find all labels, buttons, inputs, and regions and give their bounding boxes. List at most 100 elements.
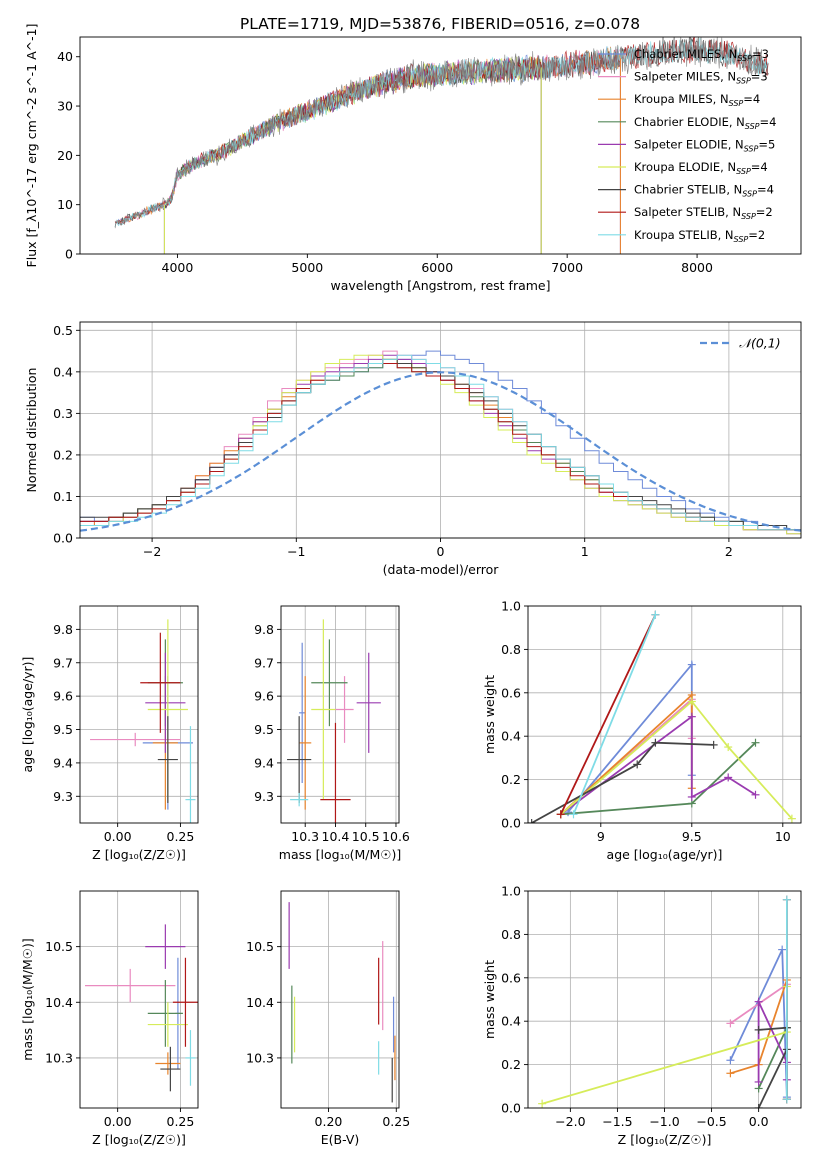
age_vs_mass-point-chabrier-elodie: [311, 639, 348, 727]
spectrum-model-kroupa-stelib: [114, 37, 769, 228]
age_vs_mass-xtick-label: 10.6: [382, 829, 410, 844]
massweight_vs_age-plot-area: [528, 610, 796, 823]
age_vs_mass-point-kroupa-miles: [299, 676, 312, 810]
age_vs_mass-ytick-label: 9.3: [254, 789, 274, 804]
residuals-ytick-label: 0.5: [53, 323, 73, 338]
massweight_vs_Z-xtick-label: −1.0: [649, 1114, 679, 1129]
massweight_vs_age-ytick-label: 0.0: [501, 816, 521, 831]
age_vs_Z-ytick-label: 9.8: [53, 622, 73, 637]
massweight_vs_age-xlabel: age [log₁₀(age/yr)]: [607, 847, 723, 862]
age_vs_mass-point-salpeter-miles: [335, 676, 354, 743]
age_vs_Z-point-salpeter-elodie: [145, 652, 186, 753]
spectrum-model-chabrier-elodie: [164, 58, 542, 209]
residual-hist-kroupa-stelib: [80, 354, 801, 531]
residuals-axes: −2 −1 0 1 2 0.0 0.1 0.2 0.3 0.4 0.5 (data-model)/er…: [24, 321, 802, 577]
spectrum-model-chabrier-stelib: [114, 37, 769, 228]
spectrum-ytick-label: 20: [57, 148, 73, 163]
legend-entry-normal: 𝒩(0,1): [739, 336, 781, 351]
residuals-ytick-label: 0.2: [53, 447, 73, 462]
massweight_vs_Z-marker-chabrier-miles: [778, 945, 787, 954]
mass_vs_Z-plot-area: [85, 924, 198, 1092]
massweight_vs_age-marker-chabrier-miles: [687, 660, 696, 669]
massweight_vs_age-xtick-label: 10: [775, 829, 791, 844]
massweight_vs_age-marker-salpeter-elodie: [687, 792, 696, 801]
residuals-ytick-label: 0.4: [53, 364, 73, 379]
mass_vs_Z-point-chabrier-elodie: [147, 980, 183, 1047]
mass_vs_ebv-xlabel: E(B-V): [321, 1132, 360, 1147]
mass_vs_ebv-ytick-label: 10.3: [246, 1050, 274, 1065]
residuals-xlabel: (data-model)/error: [383, 562, 500, 577]
massweight_vs_Z-xtick-label: −1.5: [602, 1114, 632, 1129]
massweight_vs_age-xtick-label: 9: [597, 829, 605, 844]
mass_vs_Z-point-salpeter-elodie: [145, 924, 186, 969]
spectrum-plot-area: [114, 37, 769, 254]
massweight_vs_age-frame: [527, 605, 802, 824]
age_vs_mass-ytick-label: 9.8: [254, 622, 274, 637]
age_vs_Z-ylabel: age [log₁₀(age/yr)]: [20, 657, 35, 773]
age_vs_Z-point-salpeter-miles: [90, 732, 181, 747]
spectrum-legend: Chabrier MILES, NSSP=3 Salpeter MILES, NS…: [598, 47, 776, 244]
mass_vs_Z-point-kroupa-elodie: [147, 1002, 188, 1047]
age_vs_Z-point-salpeter-stelib: [140, 632, 181, 733]
massweight_vs_age-ytick-label: 0.4: [501, 729, 521, 744]
mass_vs_ebv-axes: 0.20 0.25 10.3 10.4 10.5 E(B-V): [246, 890, 410, 1147]
massweight_vs_Z-marker-kroupa-miles: [726, 1069, 735, 1078]
spectrum-xtick-label: 4000: [162, 260, 194, 275]
massweight_vs_Z-ylabel: mass weight: [482, 960, 497, 1039]
age_vs_mass-xtick-label: 10.5: [352, 829, 380, 844]
mass_vs_Z-xlabel: Z [log₁₀(Z/Z☉)]: [92, 1132, 186, 1147]
spectrum-model-salpeter-elodie: [164, 57, 542, 209]
age_vs_mass-point-salpeter-stelib: [320, 722, 351, 823]
massweight_vs_age-ytick-label: 1.0: [501, 599, 521, 614]
spectrum-observed-trace: [114, 37, 769, 229]
spectrum-xtick-label: 6000: [421, 260, 453, 275]
massweight_vs_Z-series-salpeter-elodie: [757, 1001, 788, 1082]
massweight_vs_Z-ytick-label: 1.0: [501, 884, 521, 899]
spectrum-ytick-label: 0: [65, 247, 73, 262]
massweight_vs_age-marker-salpeter-elodie: [687, 712, 696, 721]
normal-reference-curve: [80, 371, 801, 532]
age_vs_mass-xtick-label: 10.4: [322, 829, 350, 844]
massweight_vs_age-marker-chabrier-stelib: [528, 819, 536, 823]
residuals-xtick-label: 1: [581, 544, 589, 559]
massweight_vs_age-series-kroupa-stelib: [572, 614, 657, 815]
legend-entry-chabrier-stelib: Chabrier STELIB, NSSP=4: [634, 183, 774, 199]
spectrum-frame: [79, 36, 802, 255]
massweight_vs_Z-xtick-label: −0.5: [696, 1114, 726, 1129]
spectrum-xlabel: wavelength [Angstrom, rest frame]: [330, 278, 550, 293]
massweight_vs_Z-marker-kroupa-stelib: [782, 895, 791, 904]
age_vs_Z-axes: 0.00 0.25 9.3 9.4 9.5 9.6 9.7 9.8 Z [log₁₀(Z/Z☉)…: [20, 605, 199, 862]
massweight_vs_Z-plot-area: [538, 895, 791, 1108]
mass_vs_Z-point-salpeter-stelib: [172, 957, 198, 1047]
massweight_vs_Z-marker-chabrier-stelib: [754, 1025, 763, 1034]
massweight_vs_Z-marker-salpeter-elodie: [754, 1077, 763, 1086]
age_vs_Z-ytick-label: 9.3: [53, 789, 73, 804]
mass_vs_Z-point-kroupa-stelib: [185, 1030, 196, 1086]
massweight_vs_Z-marker-salpeter-miles: [726, 1019, 735, 1028]
age_vs_Z-frame: [79, 605, 199, 824]
mass_vs_Z-frame: [79, 890, 199, 1109]
age_vs_Z-ytick-label: 9.4: [53, 755, 73, 770]
age_vs_Z-ytick-label: 9.7: [53, 655, 73, 670]
massweight_vs_Z-ytick-label: 0.2: [501, 1057, 521, 1072]
mass_vs_Z-ytick-label: 10.5: [45, 939, 73, 954]
massweight_vs_age-marker-kroupa-elodie: [687, 697, 696, 706]
age_vs_Z-ytick-label: 9.6: [53, 689, 73, 704]
massweight_vs_age-marker-kroupa-elodie: [724, 743, 733, 752]
age_vs_mass-axes: 10.3 10.4 10.5 10.6 9.3 9.4 9.5 9.6 9.7 9.8 mass […: [254, 605, 410, 862]
massweight_vs_age-ytick-label: 0.8: [501, 642, 521, 657]
massweight_vs_age-ytick-label: 0.6: [501, 685, 521, 700]
massweight_vs_Z-axes: −2.0 −1.5 −1.0 −0.5 0.0 0.0 0.2 0.4 0.6 0.8 1.0 Z […: [482, 884, 802, 1147]
massweight_vs_Z-xtick-label: −2.0: [555, 1114, 585, 1129]
massweight_vs_age-marker-chabrier-elodie: [751, 738, 760, 747]
massweight_vs_Z-marker-salpeter-elodie: [754, 997, 763, 1006]
age_vs_Z-ytick-label: 9.5: [53, 722, 73, 737]
spectrum-model-salpeter-stelib: [114, 37, 769, 225]
age_vs_Z-point-kroupa-stelib: [185, 726, 196, 823]
massweight_vs_Z-ytick-label: 0.8: [501, 927, 521, 942]
mass_vs_ebv-plot-area: [288, 902, 396, 1103]
residuals-ylabel: Normed distribution: [24, 368, 39, 493]
massweight_vs_age-ylabel: mass weight: [482, 675, 497, 754]
age_vs_mass-point-chabrier-miles: [299, 642, 306, 783]
